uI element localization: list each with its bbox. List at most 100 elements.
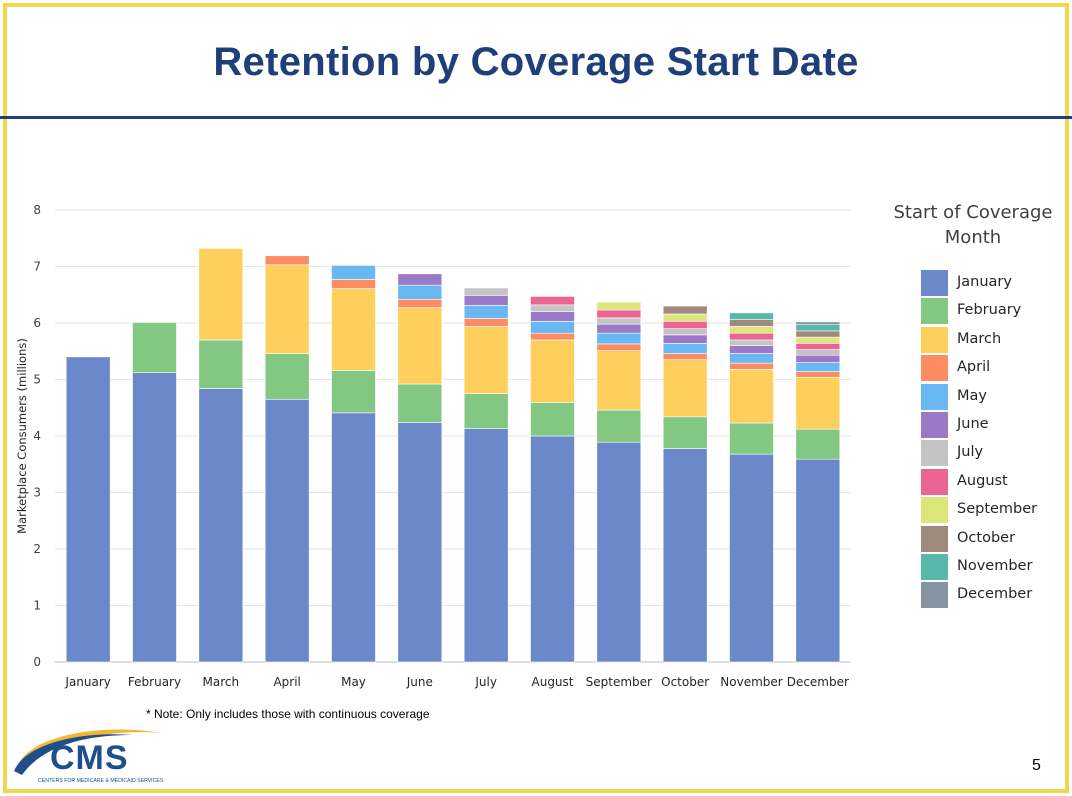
y-tick-label: 3 [33, 486, 41, 500]
bar-segment-april-april [264, 255, 310, 266]
bar-segment-august-august [530, 296, 575, 306]
cms-logo-mark: CMS CENTERS FOR MEDICARE & MEDICAID SERV… [14, 729, 164, 784]
legend-item: April [888, 355, 1058, 383]
bar-segment-september-march [596, 350, 642, 411]
y-tick-label: 6 [33, 316, 41, 330]
legend-swatch [921, 383, 948, 410]
y-tick-label: 8 [33, 203, 41, 217]
bar-segment-may-january [331, 412, 376, 663]
bar-segment-september-july [596, 317, 642, 325]
legend-item: May [888, 383, 1058, 412]
bar-segment-december-may [795, 362, 841, 372]
bar-segment-august-february [530, 402, 575, 437]
bar-segment-december-january [795, 458, 841, 663]
legend-title-line-2: Month [944, 227, 1002, 248]
legend-item: November [888, 553, 1058, 582]
legend-swatch [921, 582, 948, 609]
bar-segment-july-july [463, 287, 509, 296]
bar-segment-september-august [596, 309, 642, 319]
x-tick-label: October [661, 675, 709, 689]
bar-segment-september-september [596, 301, 642, 311]
bar-segment-february-february [132, 322, 177, 374]
bar-segment-may-march [331, 288, 376, 371]
bar-segment-december-february [795, 428, 841, 460]
slide-frame [3, 3, 1069, 793]
legend-swatch [921, 298, 948, 325]
y-axis-label: Marketplace Consumers (millions) [15, 338, 29, 534]
bar-segment-july-may [463, 305, 509, 319]
bar-segment-october-march [662, 359, 708, 418]
legend-item: March [888, 326, 1058, 355]
y-axis-ticks: 0 1 2 3 4 5 6 7 8 [33, 203, 41, 669]
x-tick-label: March [203, 675, 240, 689]
bar-segment-october-june [662, 334, 708, 344]
title-divider [0, 116, 1072, 119]
bar-segment-july-april [463, 318, 509, 327]
bar-segment-november-october [729, 319, 774, 327]
legend-swatch [921, 326, 948, 353]
x-tick-label: May [341, 675, 366, 689]
bar-segment-november-november [729, 312, 774, 320]
bar-segment-may-may [331, 265, 376, 280]
bar-segment-october-october [662, 305, 708, 315]
bar-segment-october-may [662, 343, 708, 354]
legend-swatch [921, 440, 948, 467]
legend-item: July [888, 440, 1058, 468]
x-axis-ticks: January February March April May June July Augu… [64, 675, 849, 689]
bar-segment-november-july [729, 339, 774, 346]
bar-segment-march-february [198, 339, 244, 389]
bar-segment-december-november [795, 324, 841, 332]
bar-segment-march-march [198, 248, 244, 341]
x-tick-label: September [586, 675, 652, 689]
bar-segment-november-march [729, 369, 774, 424]
bar-segment-august-march [530, 339, 575, 403]
bar-segment-september-february [596, 409, 642, 443]
x-tick-label: August [532, 675, 574, 689]
legend-label: July [957, 444, 984, 461]
bar-segment-november-june [729, 345, 774, 354]
legend-label: March [957, 330, 1002, 347]
bar-segment-november-may [729, 353, 774, 364]
x-tick-label: June [406, 675, 433, 689]
x-tick-label: July [474, 675, 497, 689]
legend-item: February [888, 298, 1058, 326]
legend-label: October [957, 529, 1016, 546]
bar-segment-april-march [264, 264, 310, 354]
bar-segment-september-january [596, 441, 642, 663]
bar-segment-june-january [397, 422, 443, 663]
bar-segment-june-april [397, 298, 443, 309]
legend-title-line-1: Start of Coverage [893, 202, 1053, 223]
legend-item: January [888, 270, 1058, 298]
bar-segment-june-june [397, 273, 443, 286]
bar-segment-december-august [795, 343, 841, 350]
bar-segment-november-february [729, 422, 774, 455]
legend-label: November [957, 557, 1033, 574]
bar-segment-january-january [65, 356, 111, 663]
legend-label: February [957, 302, 1022, 319]
bar-segment-october-april [662, 353, 708, 361]
page-number: 5 [1032, 757, 1041, 774]
bar-segment-august-july [530, 304, 575, 313]
bar-segment-august-june [530, 311, 575, 322]
bar-segment-july-june [463, 295, 509, 306]
bar-segment-june-february [397, 383, 443, 423]
svg-text:CENTERS FOR MEDICARE & MEDICAI: CENTERS FOR MEDICARE & MEDICAID SERVICES [38, 778, 164, 784]
bar-segment-october-september [662, 313, 708, 322]
legend-label: January [957, 274, 1012, 290]
bar-segment-may-april [331, 279, 376, 289]
bar-segment-july-march [463, 326, 509, 394]
bar-segment-july-january [463, 428, 509, 663]
legend-label: December [957, 586, 1033, 603]
x-tick-label: February [128, 675, 181, 689]
bar-segment-february-january [132, 372, 177, 663]
bar-segment-october-august [662, 321, 708, 329]
legend-label: September [957, 501, 1038, 518]
gridlines [55, 209, 851, 663]
bar-segment-november-september [729, 326, 774, 334]
bar-segment-august-january [530, 435, 575, 663]
bar-segment-october-july [662, 328, 708, 336]
legend-swatch [921, 497, 948, 524]
legend-label: August [957, 472, 1008, 489]
bar-segment-september-april [596, 343, 642, 351]
